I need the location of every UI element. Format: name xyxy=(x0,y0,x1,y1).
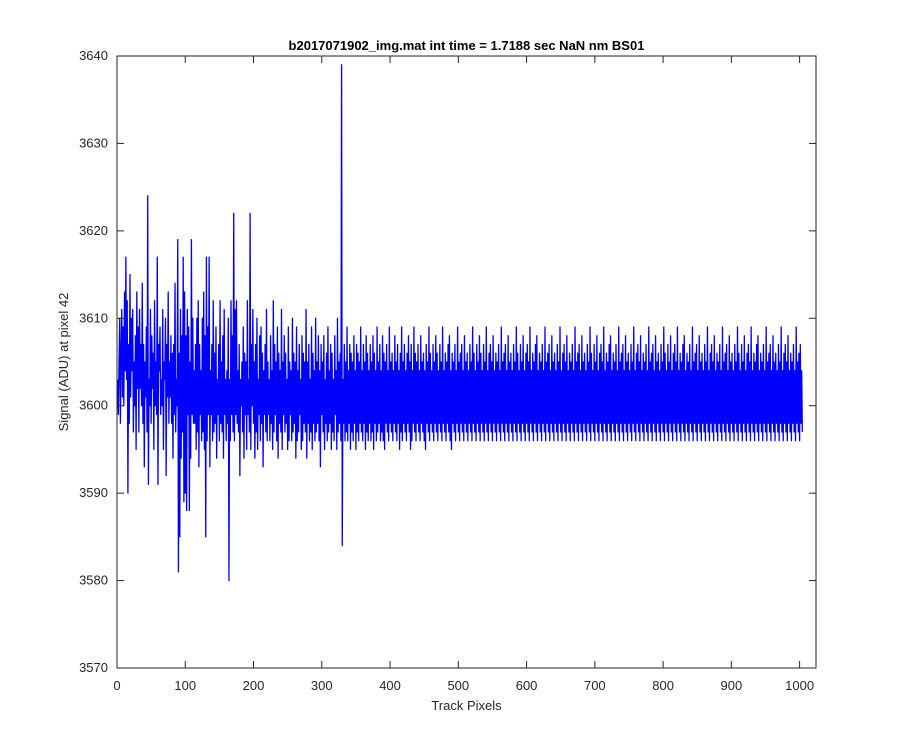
y-tick-label: 3640 xyxy=(79,48,108,63)
series-line-0 xyxy=(117,64,803,582)
x-tick-label: 900 xyxy=(721,678,743,693)
y-tick-label: 3600 xyxy=(79,398,108,413)
y-tick-label: 3610 xyxy=(79,310,108,325)
y-tick-label: 3620 xyxy=(79,223,108,238)
x-tick-label: 100 xyxy=(174,678,196,693)
y-tick-label: 3580 xyxy=(79,573,108,588)
y-tick-label: 3630 xyxy=(79,135,108,150)
x-tick-label: 800 xyxy=(652,678,674,693)
x-tick-label: 400 xyxy=(379,678,401,693)
x-tick-label: 1000 xyxy=(785,678,814,693)
x-tick-label: 0 xyxy=(113,678,120,693)
y-tick-label: 3590 xyxy=(79,485,108,500)
x-tick-label: 700 xyxy=(584,678,606,693)
y-axis: 3570 3580 3590 3600 3610 3620 3630 3640 xyxy=(79,48,816,675)
chart-title: b2017071902_img.mat int time = 1.7188 se… xyxy=(289,38,645,53)
x-tick-label: 300 xyxy=(311,678,333,693)
y-tick-label: 3570 xyxy=(79,660,108,675)
axes-box xyxy=(116,55,817,669)
series-layer xyxy=(117,64,803,582)
x-tick-label: 200 xyxy=(243,678,265,693)
y-axis-label: Signal (ADU) at pixel 42 xyxy=(56,293,71,432)
x-tick-label: 500 xyxy=(447,678,469,693)
x-axis: 0 100 200 300 400 500 600 700 800 900 1000 xyxy=(113,56,814,693)
x-axis-label: Track Pixels xyxy=(431,698,502,713)
x-tick-label: 600 xyxy=(516,678,538,693)
